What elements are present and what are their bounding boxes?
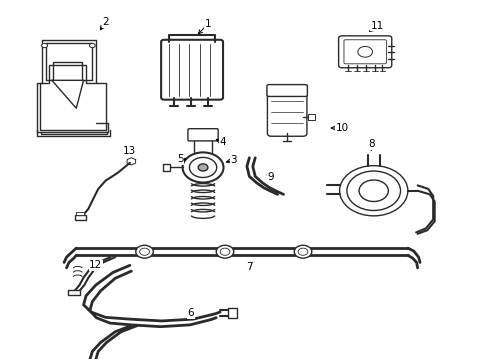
Circle shape (294, 245, 311, 258)
Text: 7: 7 (245, 262, 252, 272)
Text: 1: 1 (204, 19, 211, 29)
Circle shape (298, 248, 307, 255)
Text: 2: 2 (102, 17, 109, 27)
Text: 11: 11 (370, 21, 383, 31)
FancyBboxPatch shape (338, 36, 391, 68)
Circle shape (339, 166, 407, 216)
Circle shape (89, 43, 95, 48)
Circle shape (357, 46, 372, 57)
Circle shape (216, 245, 233, 258)
Text: 10: 10 (335, 123, 348, 133)
Text: 4: 4 (219, 138, 225, 147)
Circle shape (140, 248, 149, 255)
Circle shape (136, 245, 153, 258)
Bar (76, 212, 84, 215)
FancyBboxPatch shape (187, 129, 218, 141)
FancyBboxPatch shape (161, 40, 223, 100)
Text: 12: 12 (89, 260, 102, 270)
Bar (75, 215, 85, 220)
Text: 13: 13 (123, 145, 136, 156)
Circle shape (41, 43, 47, 48)
Bar (163, 164, 170, 171)
Circle shape (182, 152, 223, 183)
Bar (68, 290, 80, 296)
Circle shape (346, 171, 400, 211)
Bar (227, 309, 236, 319)
Circle shape (358, 180, 387, 202)
FancyBboxPatch shape (343, 40, 386, 64)
FancyBboxPatch shape (267, 86, 306, 136)
Circle shape (198, 164, 207, 171)
Text: 8: 8 (367, 139, 374, 149)
Circle shape (220, 248, 229, 255)
Bar (307, 114, 315, 120)
Text: 6: 6 (187, 309, 194, 318)
Text: 5: 5 (177, 154, 183, 164)
Text: 3: 3 (230, 155, 237, 165)
FancyBboxPatch shape (266, 85, 307, 96)
Text: 9: 9 (266, 172, 273, 182)
Circle shape (189, 157, 216, 177)
